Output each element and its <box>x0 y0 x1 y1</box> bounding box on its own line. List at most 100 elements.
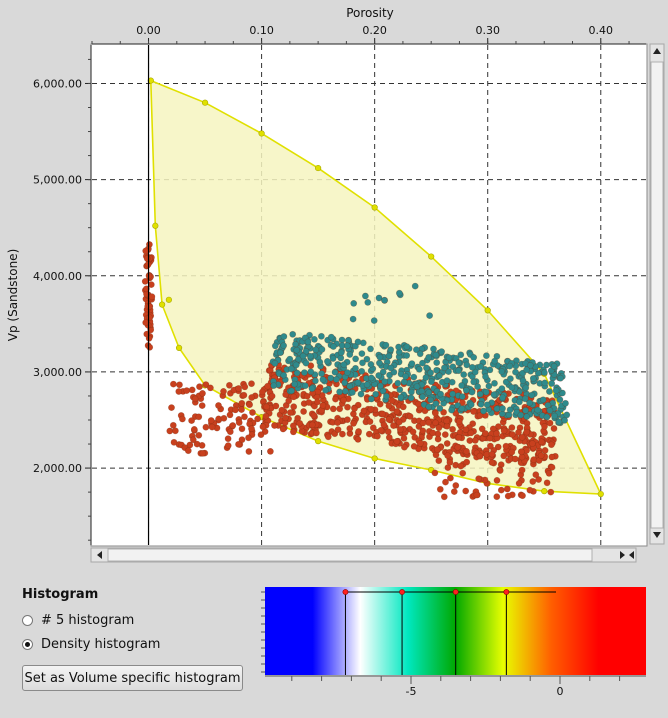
scroll-up-arrow-icon[interactable] <box>653 48 661 54</box>
data-point-1257 <box>458 382 466 389</box>
data-point-1035 <box>322 386 329 394</box>
scroll-down-arrow-icon[interactable] <box>653 532 661 538</box>
y-tick-labels: 2,000.00 3,000.00 4,000.00 5,000.00 6,000.00 <box>33 58 91 541</box>
data-point-804 <box>454 443 462 451</box>
colorbar-markers[interactable] <box>342 589 556 675</box>
data-point-1331 <box>376 353 384 361</box>
polygon-vertex-2[interactable] <box>258 130 265 137</box>
set-volume-histogram-button[interactable]: Set as Volume specific histogram <box>22 665 243 691</box>
data-point-998 <box>357 390 365 398</box>
vertical-scroll-thumb[interactable] <box>650 61 664 529</box>
data-point-1130 <box>288 387 295 395</box>
colorbar-marker-handle-3[interactable] <box>503 589 510 595</box>
data-point-1055 <box>363 355 371 363</box>
data-point-798 <box>515 428 522 436</box>
horizontal-scrollbar[interactable] <box>90 547 637 563</box>
data-point-1119 <box>367 395 375 403</box>
data-point-89 <box>225 381 233 389</box>
polygon-vertex-1[interactable] <box>201 99 209 106</box>
polygon-vertex-18[interactable] <box>158 301 166 308</box>
data-point-777 <box>481 430 489 437</box>
data-point-718 <box>290 393 297 401</box>
data-point-1203 <box>407 394 415 402</box>
scroll-left-arrow-icon-2[interactable] <box>629 551 634 559</box>
data-point-1393 <box>499 405 506 412</box>
data-point-743 <box>415 423 423 430</box>
data-point-951 <box>300 369 308 376</box>
polygon-vertex-13[interactable] <box>315 438 322 445</box>
data-point-1118 <box>352 364 359 372</box>
data-point-1010 <box>498 385 506 392</box>
data-point-145 <box>169 380 177 388</box>
data-point-84 <box>188 417 195 424</box>
data-point-684 <box>400 443 408 451</box>
data-point-109 <box>208 423 216 431</box>
data-point-634 <box>385 402 393 410</box>
colorbar-marker-handle-2[interactable] <box>452 589 459 595</box>
data-point-552 <box>388 397 396 404</box>
data-point-157 <box>199 449 207 457</box>
data-point-629 <box>268 392 276 400</box>
data-point-1410 <box>411 282 419 290</box>
data-point-1277 <box>375 372 383 379</box>
data-point-616 <box>486 442 494 450</box>
polygon-vertex-4[interactable] <box>371 204 378 211</box>
data-point-1392 <box>458 405 466 413</box>
data-point-848 <box>475 475 483 483</box>
data-point-1279 <box>343 369 351 376</box>
data-point-1252 <box>454 402 462 409</box>
data-point-1378 <box>354 338 362 346</box>
polygon-vertex-17[interactable] <box>165 296 172 303</box>
data-point-1233 <box>506 406 514 414</box>
scroll-right-arrow-icon[interactable] <box>620 551 625 559</box>
radio-5-histogram[interactable]: # 5 histogram <box>22 611 134 629</box>
data-point-850 <box>462 487 470 495</box>
data-point-407 <box>419 427 427 435</box>
data-point-1389 <box>367 374 375 382</box>
polygon-vertex-9[interactable] <box>541 488 548 495</box>
radio-density-histogram[interactable]: Density histogram <box>22 635 160 653</box>
polygon-vertex-3[interactable] <box>315 164 322 172</box>
data-point-1111 <box>427 378 435 386</box>
polygon-vertex-5[interactable] <box>428 253 435 260</box>
data-point-1381 <box>438 348 445 355</box>
data-point-1321 <box>402 372 409 380</box>
data-point-565 <box>286 409 294 416</box>
data-point-1338 <box>410 373 418 381</box>
polygon-vertex-12[interactable] <box>371 455 378 462</box>
polygon-vertex-16[interactable] <box>175 344 183 351</box>
data-point-941 <box>407 388 415 396</box>
colorbar-marker-handle-1[interactable] <box>399 589 405 595</box>
vertical-scrollbar[interactable] <box>649 43 665 545</box>
data-point-431 <box>346 425 354 432</box>
scroll-left-arrow-icon[interactable] <box>97 551 102 559</box>
data-point-838 <box>446 474 454 482</box>
data-point-1353 <box>445 354 453 362</box>
data-point-128 <box>238 436 246 444</box>
polygon-vertex-19[interactable] <box>152 222 159 229</box>
data-point-1070 <box>293 369 301 377</box>
horizontal-scroll-thumb[interactable] <box>107 548 593 562</box>
data-point-714 <box>285 397 293 405</box>
radio-button[interactable] <box>22 638 33 650</box>
data-point-158 <box>176 381 183 389</box>
data-point-1379 <box>427 369 434 377</box>
data-point-1173 <box>338 336 346 344</box>
y-tick-label-3: 5,000.00 <box>33 174 82 187</box>
data-point-1399 <box>470 353 478 361</box>
colorbar-marker-handle-0[interactable] <box>342 589 349 595</box>
polygon-vertex-6[interactable] <box>484 307 491 314</box>
data-point-1411 <box>395 289 403 297</box>
data-point-722 <box>435 424 443 432</box>
data-point-1186 <box>490 391 498 398</box>
data-point-700 <box>486 434 494 442</box>
data-point-1300 <box>377 382 384 390</box>
data-point-1345 <box>280 342 287 349</box>
polygon-vertex-8[interactable] <box>597 490 604 498</box>
data-point-1094 <box>302 347 310 355</box>
data-point-660 <box>390 422 397 429</box>
radio-button[interactable] <box>22 614 33 626</box>
data-point-872 <box>537 452 545 459</box>
data-point-1093 <box>359 359 366 367</box>
